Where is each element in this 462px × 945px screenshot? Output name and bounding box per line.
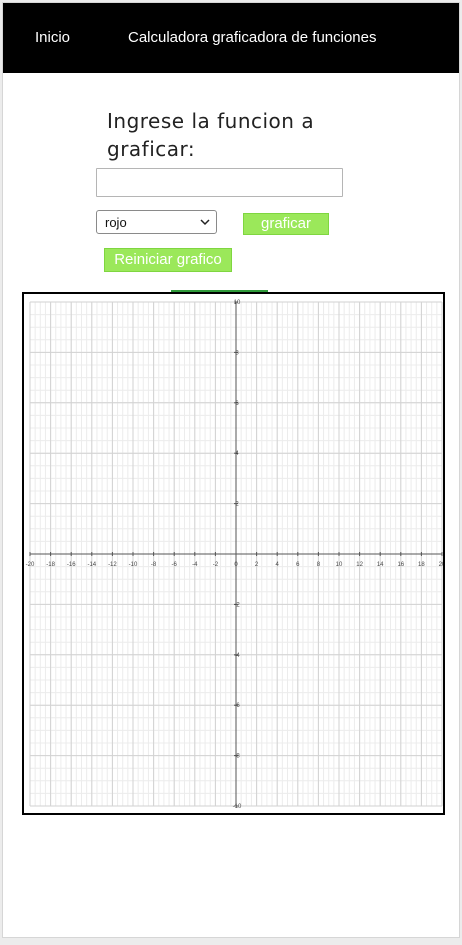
x-tick-label: -12 (108, 562, 117, 568)
x-tick-label: -14 (87, 562, 96, 568)
y-tick-label: -8 (234, 754, 240, 760)
function-prompt: Ingrese la funcion a graficar: (107, 109, 315, 161)
x-tick-label: 4 (276, 562, 280, 568)
x-tick-label: -16 (67, 562, 76, 568)
y-tick-label: -6 (234, 703, 240, 709)
y-tick-label: 10 (234, 300, 241, 306)
x-tick-label: 8 (317, 562, 321, 568)
x-tick-label: -20 (26, 562, 35, 568)
x-tick-label: -10 (129, 562, 138, 568)
color-select[interactable]: rojo (96, 210, 217, 234)
chevron-down-icon (200, 219, 210, 226)
x-tick-label: -4 (192, 562, 198, 568)
x-tick-label: -18 (46, 562, 55, 568)
graph-button[interactable]: graficar (243, 213, 329, 235)
x-tick-label: -8 (151, 562, 157, 568)
x-tick-label: 18 (418, 562, 425, 568)
x-tick-label: 10 (336, 562, 343, 568)
nav-home-link[interactable]: Inicio (35, 29, 71, 46)
graph-svg: -20 -18 -16 -14 -12 -10 -8 -6 -4 -2 0 2 4 6 8 10 12 14 16 1… (26, 300, 443, 810)
function-input[interactable] (96, 168, 343, 197)
y-tick-label: -2 (234, 602, 240, 608)
x-tick-label: -6 (172, 562, 178, 568)
y-tick-label: -10 (233, 804, 242, 810)
accent-strip (171, 290, 268, 293)
color-select-value: rojo (105, 215, 127, 230)
navbar: Inicio Calculadora graficadora de funcio… (3, 3, 459, 73)
graph-canvas[interactable]: -20 -18 -16 -14 -12 -10 -8 -6 -4 -2 0 2 4 6 8 10 12 14 16 1… (22, 292, 445, 815)
axes (29, 301, 443, 807)
y-tick-label: 8 (235, 350, 239, 356)
x-tick-label: 20 (439, 562, 443, 568)
y-tick-label: 4 (235, 451, 239, 457)
x-tick-label: 12 (356, 562, 363, 568)
x-tick-label: 16 (397, 562, 404, 568)
y-tick-label: 6 (235, 401, 239, 407)
y-tick-label: 2 (235, 502, 239, 508)
reset-graph-button[interactable]: Reiniciar grafico (104, 248, 232, 272)
x-tick-label: 14 (377, 562, 384, 568)
nav-title-link[interactable]: Calculadora graficadora de funciones (128, 29, 377, 46)
x-tick-label: 2 (255, 562, 259, 568)
tick-labels: -20 -18 -16 -14 -12 -10 -8 -6 -4 -2 0 2 4 6 8 10 12 14 16 1… (26, 300, 443, 810)
y-tick-label: -4 (234, 653, 240, 659)
x-tick-label: -2 (213, 562, 219, 568)
x-tick-label: 0 (234, 562, 238, 568)
x-tick-label: 6 (296, 562, 300, 568)
